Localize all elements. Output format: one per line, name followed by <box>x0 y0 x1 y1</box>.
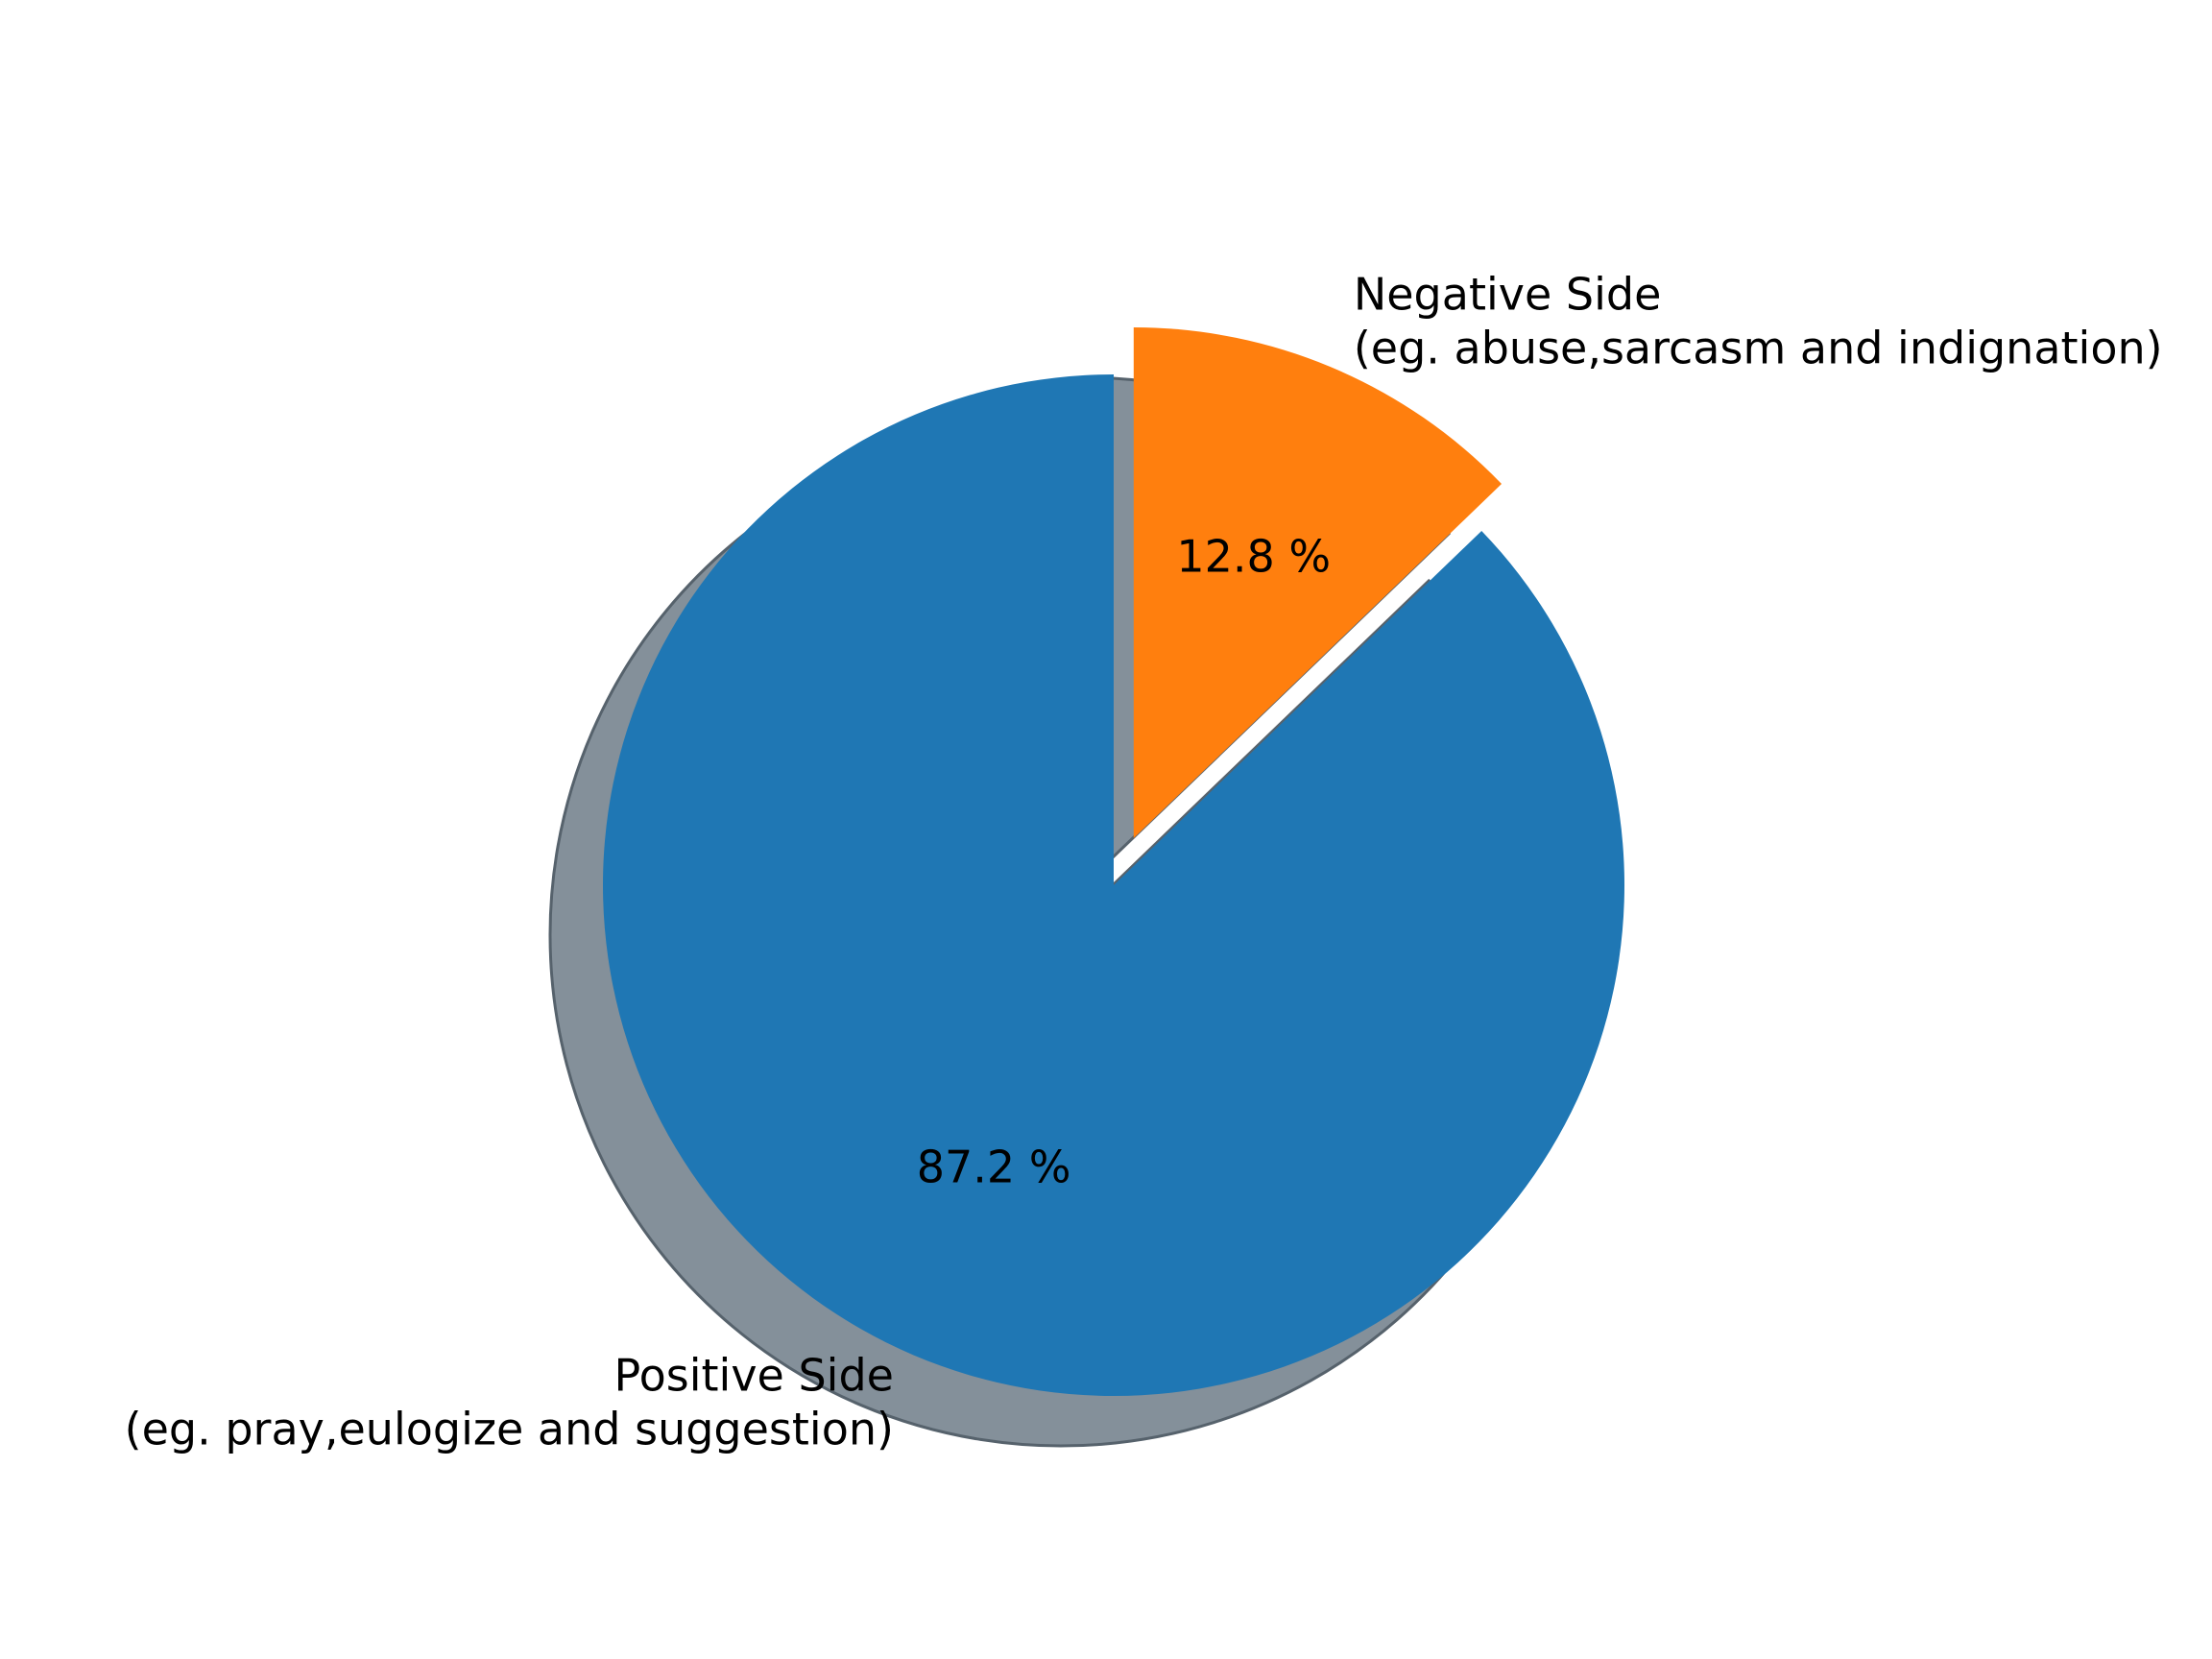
slice-label-line: (eg. pray,eulogize and suggestion) <box>125 1404 894 1455</box>
slice-label-negative-side: Negative Side (eg. abuse,sarcasm and indi… <box>1354 269 2163 374</box>
slice-label-line: (eg. abuse,sarcasm and indignation) <box>1354 323 2163 374</box>
slice-label-positive-side: Positive Side (eg. pray,eulogize and sugg… <box>125 1350 894 1455</box>
slice-negative-side <box>1133 327 1503 839</box>
pct-label-negative-side: 12.8 % <box>1176 530 1331 582</box>
slice-label-line: Positive Side <box>614 1350 894 1402</box>
pct-label-positive-side: 87.2 % <box>917 1142 1071 1193</box>
slice-positive-side <box>602 374 1624 1396</box>
pie-slice-layer <box>602 327 1624 1396</box>
pie-label-layer: Negative Side (eg. abuse,sarcasm and indi… <box>125 269 2163 1455</box>
slice-label-line: Negative Side <box>1354 269 1662 321</box>
